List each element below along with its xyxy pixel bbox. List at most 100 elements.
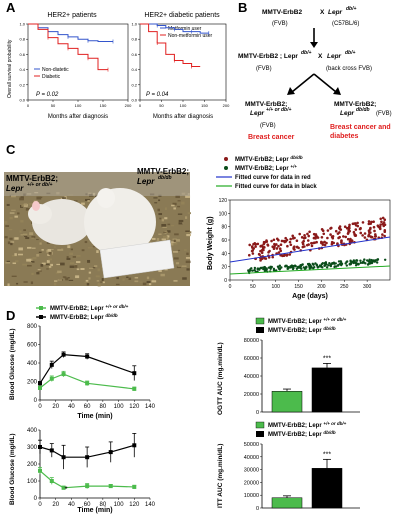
bedding-chip: [19, 197, 24, 201]
bedding-chip: [178, 222, 183, 225]
point-dbdb: [310, 241, 313, 245]
point-wt: [256, 267, 259, 271]
x-tick-label: 140: [145, 502, 156, 508]
bedding-chip: [172, 242, 178, 245]
point-dbdb: [378, 225, 382, 229]
bedding-chip: [86, 283, 90, 286]
bedding-chip: [61, 197, 67, 199]
point-dbdb: [361, 234, 364, 237]
bedding-chip: [36, 254, 40, 257]
legend-label-wt-text: MMTV-ErbB2; Lepr: [235, 166, 289, 172]
point-wt: [278, 264, 282, 267]
y-tick-label: 30000: [244, 468, 259, 474]
point-dbdb: [321, 243, 325, 246]
point-dbdb: [325, 241, 328, 245]
x-tick-label: 140: [145, 404, 156, 410]
x-tick-label: 80: [100, 404, 107, 410]
bedding-chip: [15, 260, 19, 263]
km-diabetic-pvalue: P = 0.04: [146, 92, 169, 98]
point-dbdb: [373, 229, 376, 233]
photo-label-obese-1: MMTV-ErbB2;: [137, 167, 189, 176]
point-wt: [251, 269, 254, 272]
x-tick-label: 20: [52, 404, 59, 410]
breeding-cross-1: X: [320, 9, 325, 16]
bedding-chip: [175, 195, 180, 199]
body-weight-points: [247, 216, 387, 275]
bedding-chip: [31, 272, 34, 276]
point-dbdb: [338, 231, 341, 234]
bedding-chip: [172, 202, 177, 206]
bedding-chip: [173, 239, 176, 243]
bedding-chip: [97, 268, 100, 272]
photo-label-lean-sup: +/+ or db/+: [27, 182, 53, 188]
y-tick-label: 20000: [244, 480, 259, 486]
breeding-strain-fvb-2: (FVB): [256, 66, 272, 72]
point-dbdb: [273, 242, 276, 246]
point-wt: [292, 266, 295, 270]
bedding-chip: [48, 251, 52, 255]
panel-letter-c: C: [6, 142, 16, 157]
breeding-offspring-left-2: Lepr: [250, 110, 265, 117]
bedding-chip: [75, 275, 80, 279]
point-dbdb: [340, 239, 343, 243]
point-wt: [311, 262, 314, 266]
bedding-chip: [173, 280, 178, 282]
point-dbdb: [291, 234, 295, 238]
bedding-chip: [181, 201, 185, 205]
bedding-chip: [158, 233, 162, 235]
itt-ticks: 0 20 40 60 80 100 120 140 0 100 200 300 400: [27, 428, 156, 508]
point-dbdb: [331, 234, 335, 238]
bedding-chip: [185, 195, 191, 198]
bedding-chip: [148, 283, 152, 286]
breeding-f1-erbb2-sup: db/+: [301, 50, 311, 56]
bedding-chip: [177, 249, 181, 251]
point-dbdb: [348, 223, 351, 227]
y-tick-label: 0.6: [19, 52, 25, 57]
y-tick-label: 200: [27, 380, 38, 386]
point-dbdb: [314, 237, 317, 240]
point-wt: [367, 262, 371, 265]
breeding-f1-erbb2: MMTV-ErbB2 ; Lepr: [238, 53, 298, 60]
bedding-chip: [176, 239, 180, 242]
bedding-chip: [161, 238, 166, 241]
bedding-chip: [162, 235, 168, 239]
bedding-chip: [72, 256, 76, 258]
x-tick-label: 50: [51, 103, 56, 108]
itt-auc-bars: ***: [271, 451, 343, 509]
bedding-chip: [24, 235, 28, 237]
y-tick-label: 20000: [244, 392, 259, 398]
bedding-chip: [80, 268, 85, 270]
bedding-chip: [178, 219, 184, 223]
point-dbdb: [293, 248, 296, 251]
glucose-marker: [85, 381, 90, 386]
itt-auc-legend-dbdb-text: MMTV-ErbB2; Lepr: [268, 432, 322, 438]
bedding-chip: [36, 196, 42, 200]
ogtt-auc-plot: OGTT AUC (mg.min/dL) *** 0 20000 40000 6000…: [217, 338, 360, 416]
km-curve-0: [28, 23, 113, 42]
bedding-chip: [154, 202, 158, 204]
bedding-chip: [11, 275, 17, 277]
point-dbdb: [313, 241, 317, 244]
bedding-chip: [151, 280, 157, 283]
bedding-chip: [23, 281, 28, 283]
point-wt: [300, 267, 303, 270]
bedding-chip: [40, 240, 44, 242]
itt-plot: Blood Glucose (mg/dL) Time (min) * 0 20 40…: [9, 428, 156, 514]
bedding-chip: [67, 277, 70, 279]
point-dbdb: [265, 239, 268, 242]
bedding-chip: [177, 205, 181, 208]
ogtt-auc-legend-swatch-wt: [255, 317, 265, 325]
point-dbdb: [288, 253, 292, 256]
x-tick-label: 60: [84, 404, 91, 410]
point-wt: [299, 264, 302, 267]
point-wt: [354, 264, 358, 267]
bedding-chip: [177, 200, 181, 202]
bedding-chip: [182, 277, 187, 280]
point-dbdb: [262, 240, 266, 244]
point-dbdb: [263, 256, 266, 260]
bedding-chip: [9, 237, 13, 240]
bedding-chip: [185, 257, 191, 259]
glucose-marker: [85, 455, 90, 460]
point-dbdb: [288, 240, 292, 244]
point-wt: [325, 266, 329, 269]
